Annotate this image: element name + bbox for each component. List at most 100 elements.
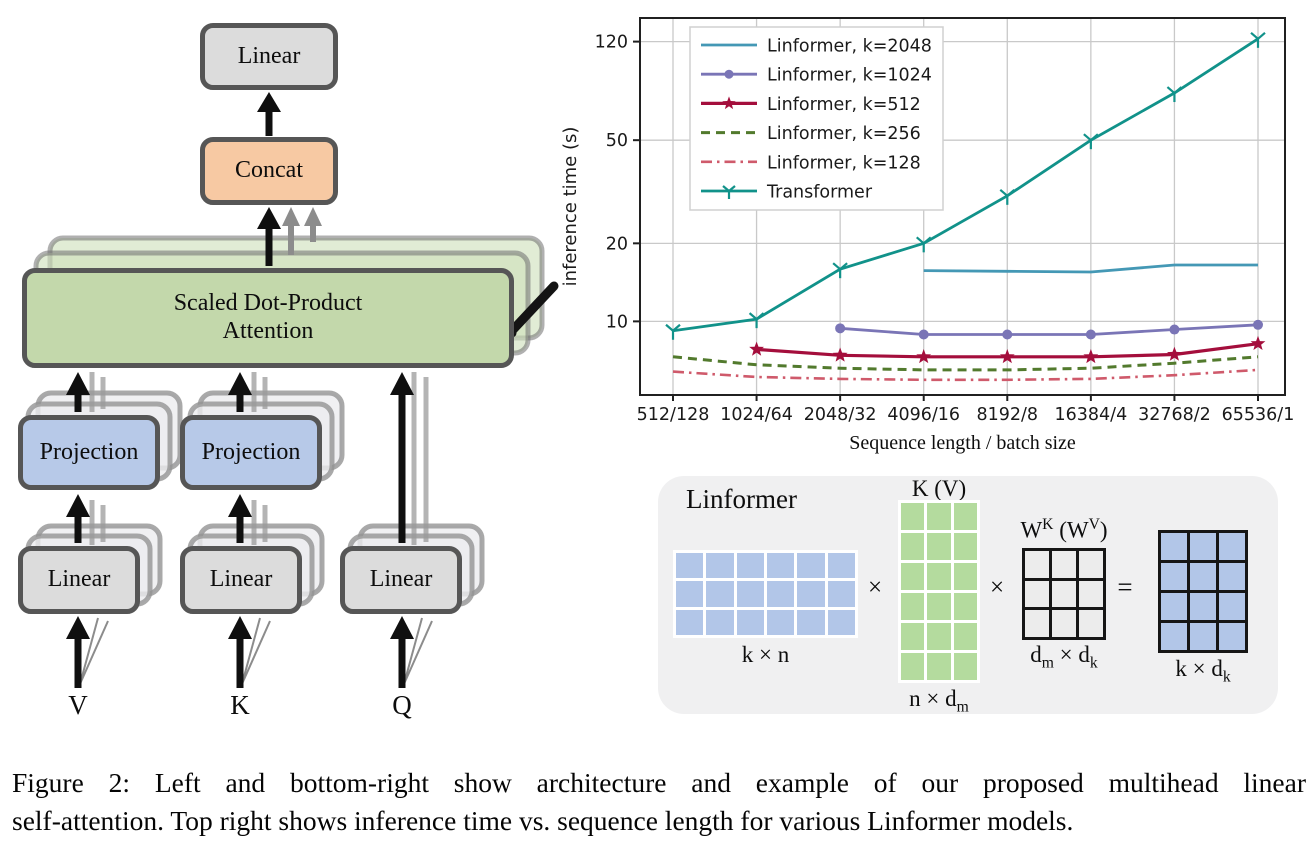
figure-caption: Figure 2: Left and bottom-right show arc… xyxy=(12,764,1306,840)
linear-v-box: Linear xyxy=(18,546,140,614)
input-k-label: K xyxy=(230,690,250,720)
caption-line-2: self-attention. Top right shows inferenc… xyxy=(12,805,1074,836)
multiply-sign-1: × xyxy=(867,574,883,601)
dmdk-sub2: k xyxy=(1089,654,1098,672)
scaled-dot-product-attention-box: Scaled Dot-Product Attention xyxy=(22,268,514,368)
series-linformer-k-256 xyxy=(672,355,1259,372)
matrix-cell xyxy=(676,581,704,607)
matrix-cell xyxy=(1052,580,1076,608)
wk-s1: K xyxy=(1042,516,1054,533)
y-axis-label: inference time (s) xyxy=(560,127,581,287)
matrix-cell xyxy=(953,503,977,530)
matrix-cell xyxy=(797,581,825,607)
input-fan-lines xyxy=(79,617,433,685)
matrix-cell xyxy=(1161,623,1187,650)
matrix-cell xyxy=(1025,610,1049,637)
architecture-diagram: Linear Concat Scaled Dot-Product Attenti… xyxy=(0,0,560,760)
svg-text:2048/32: 2048/32 xyxy=(804,405,877,425)
dm-by-dk-matrix xyxy=(1022,548,1106,640)
kdk-p1: k × d xyxy=(1175,656,1223,681)
svg-text:1024/64: 1024/64 xyxy=(720,405,793,425)
matrix-cell xyxy=(1052,610,1076,637)
linear-q-box: Linear xyxy=(340,546,462,614)
dmdk-sub1: m xyxy=(1041,654,1054,672)
legend-entry: Transformer xyxy=(701,183,873,203)
linear-k-label: Linear xyxy=(209,566,273,593)
wk-p1: W xyxy=(1020,517,1043,543)
linear-output-label: Linear xyxy=(237,42,301,69)
dm-by-dk-label: dm × dk xyxy=(1002,642,1126,673)
matrix-cell xyxy=(1219,533,1245,560)
matrix-cell xyxy=(1219,623,1245,650)
matrix-cell xyxy=(1219,563,1245,590)
n-by-dm-matrix xyxy=(898,500,980,683)
svg-text:Linformer, k=1024: Linformer, k=1024 xyxy=(767,66,932,86)
matrix-cell xyxy=(953,653,977,680)
matrix-cell xyxy=(1161,593,1187,620)
linformer-matrix-panel: Linformer k × n × K (V) n × dm × WK (WV)… xyxy=(658,476,1278,717)
projection-k-label: Projection xyxy=(201,438,301,465)
matrix-cell xyxy=(706,581,734,607)
matrix-cell xyxy=(1025,580,1049,608)
svg-text:32768/2: 32768/2 xyxy=(1138,405,1211,425)
svg-text:Transformer: Transformer xyxy=(766,183,873,203)
projection-k-box: Projection xyxy=(180,415,322,490)
wk-s2: V xyxy=(1088,516,1100,533)
k-by-dk-label: k × dk xyxy=(1148,656,1258,687)
panel-title: Linformer xyxy=(686,484,797,514)
svg-text:50: 50 xyxy=(606,131,628,151)
concat-box: Concat xyxy=(200,137,338,205)
svg-text:65536/1: 65536/1 xyxy=(1222,405,1295,425)
series-transformer xyxy=(665,31,1266,340)
matrix-cell xyxy=(767,553,795,579)
svg-text:Linformer, k=128: Linformer, k=128 xyxy=(767,153,921,173)
caption-line-1: Figure 2: Left and bottom-right show arc… xyxy=(12,767,1306,798)
matrix-cell xyxy=(827,553,855,579)
linear-output-box: Linear xyxy=(200,23,338,90)
projection-v-label: Projection xyxy=(39,438,139,465)
x-axis-label: Sequence length / batch size xyxy=(849,432,1076,454)
dmdk-p2: × d xyxy=(1053,642,1090,667)
matrix-cell xyxy=(953,563,977,590)
k-by-dk-matrix xyxy=(1158,530,1248,653)
matrix-cell xyxy=(1079,551,1103,578)
matrix-cell xyxy=(927,503,951,530)
matrix-cell xyxy=(901,593,925,620)
kdk-sub1: k xyxy=(1222,668,1231,686)
matrix-cell xyxy=(1190,593,1216,620)
concat-label: Concat xyxy=(235,157,303,184)
attention-label-line1: Scaled Dot-Product xyxy=(173,290,363,317)
matrix-cell xyxy=(827,609,855,635)
matrix-cell xyxy=(927,653,951,680)
equals-sign: = xyxy=(1117,572,1133,602)
matrix-cell xyxy=(1190,623,1216,650)
series-linformer-k-1024 xyxy=(835,319,1263,340)
matrix-cell xyxy=(901,653,925,680)
matrix-cell xyxy=(1190,533,1216,560)
svg-text:Linformer, k=512: Linformer, k=512 xyxy=(767,95,921,115)
matrix-cell xyxy=(901,533,925,560)
legend-entry: Linformer, k=512 xyxy=(701,95,921,115)
svg-text:512/128: 512/128 xyxy=(637,405,710,425)
matrix-cell xyxy=(901,623,925,650)
matrix-cell xyxy=(676,553,704,579)
projection-v-box: Projection xyxy=(18,415,160,490)
matrix-cell xyxy=(767,581,795,607)
svg-text:20: 20 xyxy=(606,234,628,254)
matrix-cell xyxy=(1190,563,1216,590)
matrix-cell xyxy=(1079,610,1103,637)
wk-p2: (W xyxy=(1053,517,1089,543)
n-by-dm-label: n × dm xyxy=(883,686,995,717)
n-by-dm-label-text: n × d xyxy=(909,686,957,711)
legend-entry: Linformer, k=128 xyxy=(701,153,921,173)
matrix-cell xyxy=(797,553,825,579)
linear-k-box: Linear xyxy=(180,546,302,614)
k-by-n-label: k × n xyxy=(741,642,790,667)
matrix-cell xyxy=(797,609,825,635)
matrix-cell xyxy=(927,593,951,620)
linear-v-label: Linear xyxy=(47,566,111,593)
matrix-cell xyxy=(1052,551,1076,578)
svg-text:10: 10 xyxy=(606,312,628,332)
matrix-cell xyxy=(953,593,977,620)
svg-text:16384/4: 16384/4 xyxy=(1055,405,1128,425)
